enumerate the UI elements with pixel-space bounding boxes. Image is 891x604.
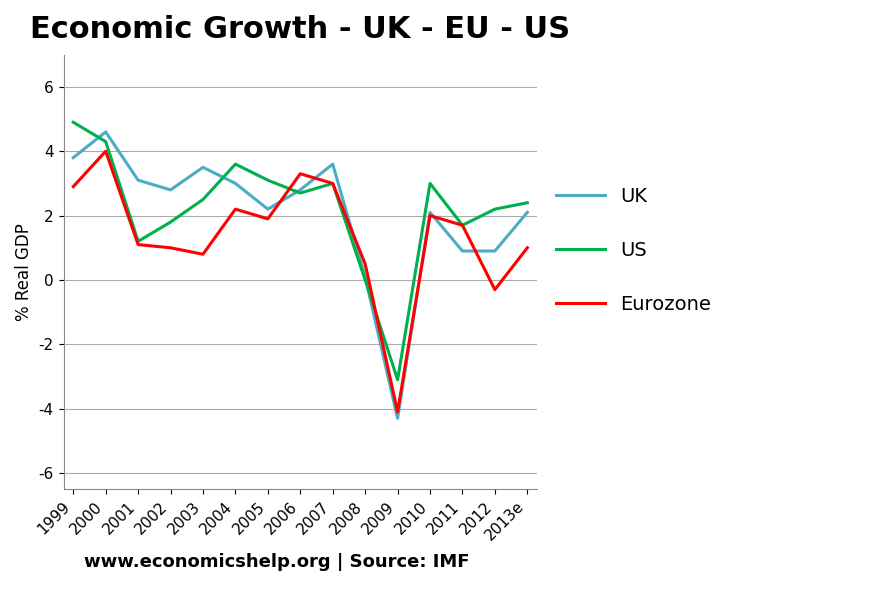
- Eurozone: [133, 241, 143, 248]
- US: [198, 196, 208, 203]
- UK: [101, 128, 111, 135]
- Eurozone: [198, 251, 208, 258]
- UK: [263, 205, 274, 213]
- US: [295, 190, 306, 197]
- Eurozone: [101, 147, 111, 155]
- UK: [392, 415, 403, 422]
- US: [392, 376, 403, 384]
- Eurozone: [263, 215, 274, 222]
- UK: [295, 186, 306, 193]
- UK: [133, 176, 143, 184]
- US: [522, 199, 533, 207]
- UK: [360, 273, 371, 280]
- Eurozone: [457, 222, 468, 229]
- Eurozone: [165, 244, 176, 251]
- Text: www.economicshelp.org | Source: IMF: www.economicshelp.org | Source: IMF: [84, 553, 470, 571]
- US: [101, 138, 111, 145]
- UK: [230, 180, 241, 187]
- Eurozone: [425, 212, 436, 219]
- UK: [425, 209, 436, 216]
- Y-axis label: % Real GDP: % Real GDP: [15, 223, 33, 321]
- UK: [68, 154, 78, 161]
- Legend: UK, US, Eurozone: UK, US, Eurozone: [556, 187, 711, 313]
- Eurozone: [522, 244, 533, 251]
- Eurozone: [295, 170, 306, 178]
- Eurozone: [327, 180, 338, 187]
- Eurozone: [360, 260, 371, 268]
- US: [263, 176, 274, 184]
- US: [457, 222, 468, 229]
- US: [360, 277, 371, 284]
- Title: Economic Growth - UK - EU - US: Economic Growth - UK - EU - US: [30, 15, 570, 44]
- Eurozone: [489, 286, 500, 294]
- US: [165, 219, 176, 226]
- Eurozone: [392, 408, 403, 416]
- Eurozone: [68, 183, 78, 190]
- UK: [489, 248, 500, 255]
- UK: [165, 186, 176, 193]
- US: [327, 180, 338, 187]
- Line: Eurozone: Eurozone: [73, 151, 527, 412]
- UK: [327, 161, 338, 168]
- Eurozone: [230, 205, 241, 213]
- US: [68, 118, 78, 126]
- Line: US: US: [73, 122, 527, 380]
- UK: [457, 248, 468, 255]
- US: [489, 205, 500, 213]
- US: [230, 161, 241, 168]
- US: [425, 180, 436, 187]
- UK: [522, 209, 533, 216]
- US: [133, 238, 143, 245]
- UK: [198, 164, 208, 171]
- Line: UK: UK: [73, 132, 527, 419]
